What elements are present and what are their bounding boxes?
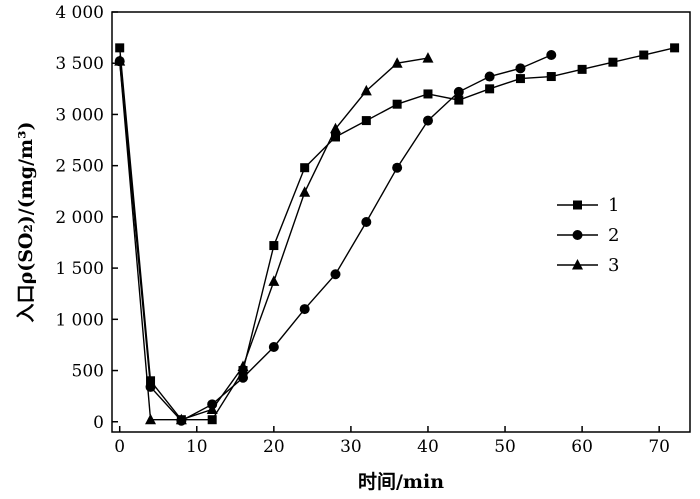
square-marker [269,241,279,251]
square-marker [423,89,433,99]
triangle-marker [360,84,372,96]
square-marker [454,95,464,105]
circle-marker [515,63,526,74]
square-marker [639,50,649,60]
square-marker [515,74,525,84]
legend-item-1: 1 [557,195,619,216]
square-marker [330,132,340,142]
triangle-marker [114,55,126,66]
square-marker [577,64,587,74]
triangle-marker [391,57,403,68]
x-tick-label: 0 [114,437,125,457]
x-axis-title: 时间/min [358,471,444,493]
legend-item-2: 2 [557,225,619,246]
circle-marker [453,86,464,97]
square-marker [485,84,495,94]
circle-marker [238,372,249,383]
circle-marker [546,50,557,61]
series-3 [114,52,434,425]
triangle-marker [299,186,311,197]
square-marker [207,415,217,425]
circle-marker [572,230,583,240]
circle-marker [484,71,495,82]
legend-label: 2 [608,225,619,246]
y-tick-label: 3 000 [55,105,104,125]
y-tick-label: 1 500 [55,259,104,279]
circle-marker [268,341,279,352]
x-tick-label: 10 [186,437,208,457]
x-tick-label: 20 [263,437,285,457]
circle-marker [299,304,310,315]
square-marker [300,163,310,173]
x-tick-label: 70 [648,437,670,457]
x-tick-label: 30 [340,437,362,457]
square-marker [608,57,618,67]
y-tick-label: 2 000 [55,208,104,228]
y-tick-label: 1 000 [55,310,104,330]
y-tick-label: 3 500 [55,54,104,74]
series-layer [114,43,680,426]
square-marker [115,43,125,53]
axes: 0 10 20 30 40 50 60 70 0 500 1 000 1 500 2 000 2 500 3… [55,3,691,457]
circle-marker [361,217,372,227]
triangle-marker [572,259,583,270]
circle-marker [422,115,433,126]
series-line [119,54,552,422]
x-tick-label: 50 [494,437,516,457]
triangle-marker [268,275,280,286]
triangle-marker [329,122,341,134]
square-marker [392,99,402,109]
square-marker [361,116,371,126]
square-marker [546,72,556,82]
legend-label: 1 [608,195,619,216]
x-tick-label: 60 [571,437,593,457]
square-marker [670,43,680,53]
x-tick-label: 40 [417,437,439,457]
y-tick-label: 500 [72,362,104,382]
y-tick-label: 0 [93,413,104,433]
series-1 [115,43,680,425]
legend-label: 3 [608,255,619,276]
y-tick-label: 2 500 [55,157,104,177]
y-axis-title: 入口ρ(SO₂)/(mg/m³) [15,122,37,323]
plot-frame [111,11,691,433]
triangle-marker [237,360,249,371]
circle-marker [330,269,341,280]
triangle-marker [206,403,218,414]
circle-marker [392,162,403,173]
legend-item-3: 3 [557,255,619,276]
series-2 [114,50,557,426]
triangle-marker [145,413,157,425]
square-marker [573,200,582,210]
triangle-marker [175,413,187,425]
legend: 1 2 3 [557,195,619,276]
y-tick-label: 4 000 [55,3,104,23]
triangle-marker [422,52,434,63]
